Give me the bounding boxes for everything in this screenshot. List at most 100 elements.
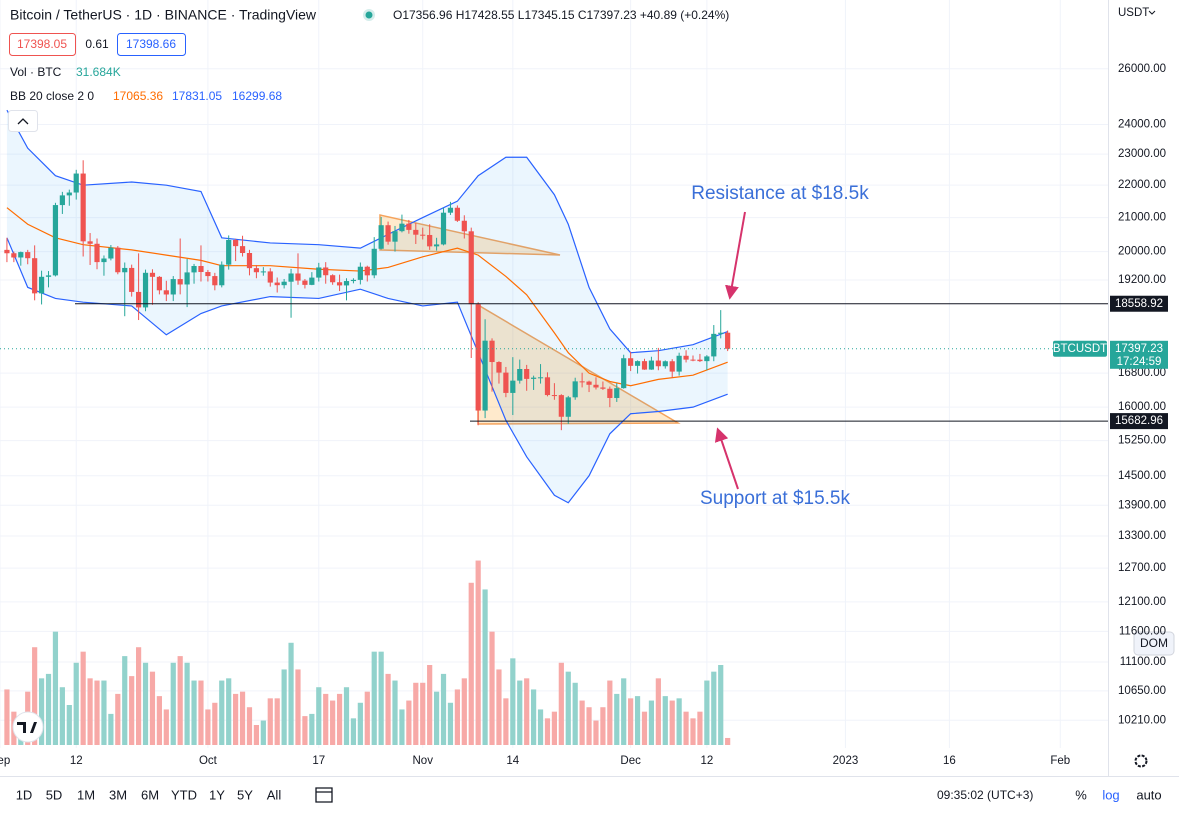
vol-label: Vol · BTC [10,65,62,79]
candle-body [163,290,169,295]
candle-body [399,223,405,232]
settings-icon[interactable] [1134,754,1148,768]
volume-bar [239,691,246,745]
candle-body [392,231,398,242]
x-tick-label: 17 [312,755,325,767]
candle-body [641,361,648,370]
candle-body [80,173,86,242]
candle-body [122,267,128,273]
candle-body [461,220,467,232]
volume-bar [399,709,405,745]
volume-bar [226,678,232,745]
candle-body [357,266,363,280]
volume-bar [94,680,100,745]
candle-body [544,377,551,396]
candle-body [129,267,135,292]
level-label-box [1110,295,1168,312]
volume-bar [129,676,135,745]
volume-bar [711,671,717,745]
candle-body [330,275,336,283]
grid [0,0,1108,748]
volume-bar [614,693,620,745]
range-button[interactable]: 1M [77,787,95,802]
candle-body [427,234,433,247]
bid-box[interactable] [9,33,76,56]
volume-bar [558,662,564,745]
volume-bar [73,662,79,745]
volume-bar [336,693,343,745]
volume-bar [170,662,176,745]
candle-body [614,388,620,398]
volume-bar [683,711,689,745]
logo[interactable] [12,711,44,743]
range-button[interactable]: 1D [16,787,33,802]
candle-body [621,358,627,389]
range-button[interactable]: 5D [46,787,63,802]
option-button[interactable]: auto [1136,787,1161,802]
volume-bar [281,669,287,745]
volume-bar [156,696,162,745]
calendar-icon[interactable] [315,787,333,803]
volume-bar [503,698,509,745]
range-button[interactable]: All [267,787,282,802]
title: Bitcoin / TetherUS · 1D · BINANCE · Trad… [10,7,317,23]
symbol: BTCUSDT [1053,343,1107,355]
candle-body [711,333,717,357]
volume-bar [378,651,384,745]
volume-bar [489,631,495,745]
range-button[interactable]: 5Y [237,787,253,802]
candle-body [364,266,370,276]
volume-bar [433,691,440,745]
range-button[interactable]: 1Y [209,787,225,802]
bb-basis [6,207,728,387]
x-tick-label: Nov [413,755,434,767]
candle-body [94,243,100,263]
volume-bar [697,711,703,745]
plot [4,109,731,745]
collapse-button[interactable] [8,110,38,132]
volume-bar [267,698,273,745]
candle-body [212,276,218,286]
volume-bar [725,737,731,745]
vol-value: 31.684K [76,65,121,79]
range-button[interactable]: YTD [171,787,197,802]
y-tick-label: 10210.00 [1118,714,1166,726]
candle-body [336,282,343,286]
dom-button[interactable] [1133,631,1175,656]
candle-body [350,279,357,282]
volume-bar [80,651,86,745]
candle-body [385,225,391,242]
range-button[interactable]: 3M [109,787,127,802]
chevron-icon [1148,10,1156,15]
volume-bar [253,725,260,745]
clock: 09:35:02 (UTC+3) [937,788,1033,802]
volume-bar [544,718,551,745]
volume-bar [593,720,599,745]
candle-body [531,377,537,379]
volume-bar [219,680,225,745]
volume-bar [579,700,585,745]
candle-body [156,276,162,291]
bb-lower-value: 16299.68 [232,89,282,103]
candle-body [136,291,142,308]
volume-bar [655,678,661,745]
currency[interactable]: USDT [1118,7,1149,19]
volume-bar [628,698,634,745]
candle-body [586,381,592,385]
volume-bar [440,673,447,745]
annotation: Resistance at $18.5k [691,183,869,204]
candle-body [87,241,93,244]
y-tick-label: 16000.00 [1118,401,1166,413]
candle-body [572,381,578,398]
ask-box[interactable] [117,33,186,56]
option-button[interactable]: log [1102,787,1119,802]
option-button[interactable]: % [1075,787,1087,802]
volume-bar [461,678,467,745]
candle-body [704,356,710,362]
price-label: 17397.23 [1115,343,1163,355]
range-button[interactable]: 6M [141,787,159,802]
x-tick-label: 12 [70,755,83,767]
x-tick-label: Dec [620,755,641,767]
